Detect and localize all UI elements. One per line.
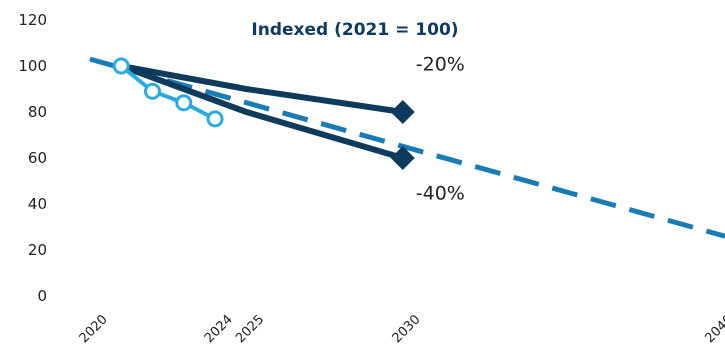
y-tick-label: 100 (18, 57, 47, 75)
data-point-marker (175, 94, 193, 112)
marker-layer (112, 57, 415, 170)
y-tick-label: 40 (28, 195, 47, 213)
x-tick-label: 2024 (202, 312, 236, 346)
x-tick-label: 2020 (77, 312, 111, 346)
y-tick-label: 0 (37, 287, 47, 305)
y-tick-label: 20 (28, 241, 47, 259)
x-tick-label: 2040 (702, 312, 725, 346)
annotation-label: -40% (416, 182, 465, 204)
diamond-marker (390, 146, 415, 170)
y-tick-label: 60 (28, 149, 47, 167)
y-axis-ticks: 0 20 40 60 80 100 120 (18, 11, 47, 305)
diamond-marker (390, 100, 415, 124)
x-tick-label: 2025 (233, 312, 267, 346)
annotations: -20% -40% (416, 54, 465, 205)
annotation-label: -20% (416, 54, 465, 76)
x-tick-label: 2030 (390, 312, 424, 346)
chart-title: Indexed (2021 = 100) (251, 20, 458, 40)
series-line-lower (118, 63, 406, 161)
series-layer (89, 56, 725, 239)
y-tick-label: 120 (18, 11, 47, 29)
data-point-marker (143, 82, 161, 100)
y-tick-label: 80 (28, 103, 47, 121)
data-point-marker (112, 57, 130, 75)
series-line-actual (119, 64, 216, 121)
data-point-marker (206, 110, 224, 128)
series-line-upper (118, 63, 406, 115)
series-line-trend (89, 56, 725, 239)
